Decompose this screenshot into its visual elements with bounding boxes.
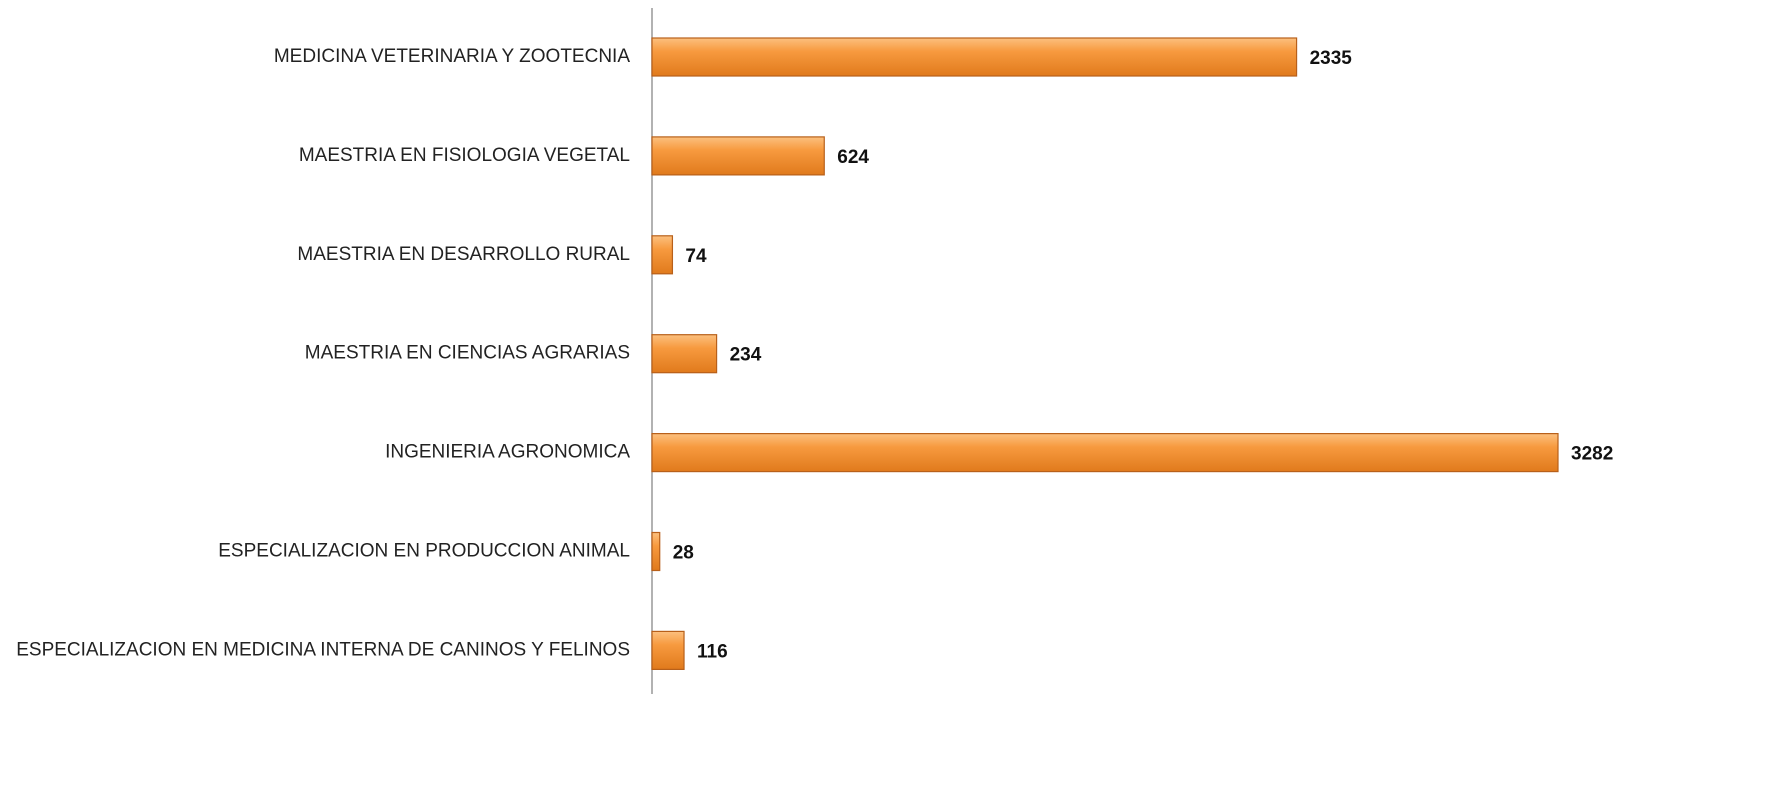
category-label: ESPECIALIZACION EN MEDICINA INTERNA DE C… bbox=[16, 639, 630, 660]
bar bbox=[651, 136, 825, 176]
value-label: 2335 bbox=[1310, 48, 1353, 69]
category-label: MAESTRIA EN DESARROLLO RURAL bbox=[297, 244, 630, 265]
bar bbox=[651, 531, 661, 572]
value-label: 74 bbox=[685, 246, 707, 267]
category-label: MAESTRIA EN CIENCIAS AGRARIAS bbox=[305, 343, 630, 364]
bar bbox=[651, 235, 674, 275]
value-label: 116 bbox=[697, 641, 728, 662]
bar bbox=[651, 37, 1298, 77]
bar bbox=[651, 630, 685, 671]
category-label: INGENIERIA AGRONOMICA bbox=[385, 442, 630, 463]
bar bbox=[651, 433, 1559, 473]
category-label: MAESTRIA EN FISIOLOGIA VEGETAL bbox=[299, 145, 630, 166]
category-label: MEDICINA VETERINARIA Y ZOOTECNIA bbox=[274, 46, 630, 67]
value-label: 234 bbox=[730, 345, 762, 366]
bar bbox=[651, 334, 718, 374]
value-label: 28 bbox=[673, 543, 694, 564]
value-label: 624 bbox=[837, 147, 869, 168]
category-label: ESPECIALIZACION EN PRODUCCION ANIMAL bbox=[218, 541, 630, 562]
value-label: 3282 bbox=[1571, 444, 1613, 465]
